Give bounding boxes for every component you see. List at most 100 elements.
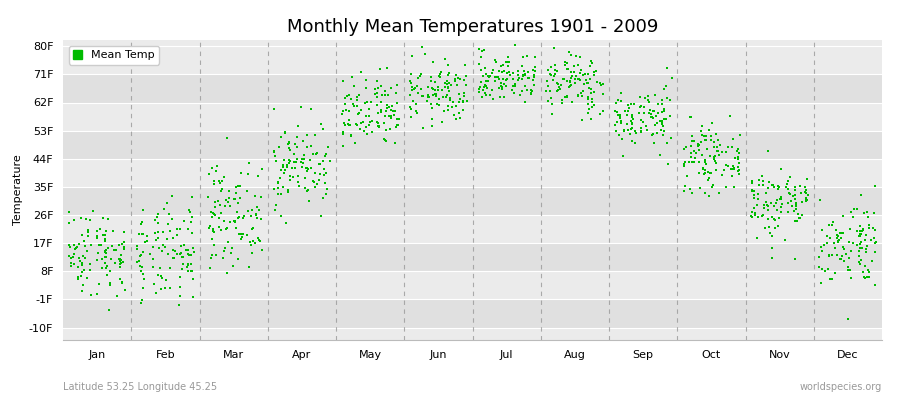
Point xyxy=(733,132,747,138)
Point xyxy=(868,281,882,288)
Point xyxy=(104,256,119,262)
Point xyxy=(518,99,532,106)
Point xyxy=(418,51,432,58)
Point xyxy=(244,213,258,220)
Point xyxy=(788,206,803,212)
Point xyxy=(562,84,576,90)
Point xyxy=(691,142,706,148)
Point xyxy=(846,239,860,246)
Bar xyxy=(63,299,882,328)
Point xyxy=(711,148,725,154)
Point xyxy=(821,266,835,272)
Point xyxy=(176,261,191,267)
Point xyxy=(646,140,661,146)
Point xyxy=(547,71,562,78)
Point xyxy=(356,119,370,126)
Point xyxy=(649,113,663,120)
Point xyxy=(449,116,464,122)
Point xyxy=(706,182,721,188)
Point xyxy=(844,274,859,281)
Point xyxy=(744,187,759,193)
Point xyxy=(657,86,671,92)
Point xyxy=(861,274,876,280)
Point xyxy=(415,44,429,50)
Point xyxy=(634,116,649,123)
Point xyxy=(296,160,310,166)
Point xyxy=(146,264,160,270)
Point xyxy=(638,95,652,101)
Point xyxy=(859,236,873,243)
Point xyxy=(760,207,775,213)
Point xyxy=(303,143,318,150)
Point xyxy=(701,177,716,184)
Point xyxy=(721,163,735,170)
Point xyxy=(135,231,149,237)
Point xyxy=(270,191,284,197)
Point xyxy=(166,235,180,242)
Point xyxy=(860,243,874,250)
Point xyxy=(832,237,846,243)
Point xyxy=(751,214,765,220)
Point xyxy=(859,275,873,281)
Point xyxy=(406,98,420,104)
Point xyxy=(363,118,377,125)
Point xyxy=(435,119,449,126)
Point xyxy=(706,139,721,145)
Point xyxy=(84,242,98,248)
Point xyxy=(853,240,868,247)
Point xyxy=(815,248,830,254)
Point xyxy=(695,123,709,129)
Point xyxy=(240,232,255,238)
Point xyxy=(845,214,859,221)
Bar xyxy=(63,187,882,215)
Point xyxy=(621,102,635,108)
Point xyxy=(621,108,635,115)
Point xyxy=(813,196,827,203)
Point xyxy=(271,179,285,186)
Point xyxy=(166,255,180,262)
Point xyxy=(424,77,438,84)
Bar xyxy=(63,271,882,299)
Point xyxy=(746,188,760,194)
Point xyxy=(82,261,96,267)
Point xyxy=(432,96,446,103)
Point xyxy=(134,300,148,306)
Point xyxy=(392,116,406,122)
Point xyxy=(218,245,232,251)
Point xyxy=(341,121,356,127)
Point xyxy=(318,153,332,159)
Point xyxy=(695,132,709,138)
Point xyxy=(491,76,506,82)
Point xyxy=(273,175,287,181)
Point xyxy=(654,118,669,124)
Point xyxy=(336,108,350,114)
Point xyxy=(377,92,392,98)
Point xyxy=(205,165,220,171)
Point xyxy=(648,92,662,98)
Point xyxy=(814,280,829,286)
Point xyxy=(62,220,77,226)
Point xyxy=(232,214,247,220)
Point xyxy=(834,235,849,242)
Point xyxy=(572,92,586,98)
Point xyxy=(410,74,425,81)
Point xyxy=(202,265,217,271)
Point xyxy=(643,107,657,113)
Point xyxy=(280,164,294,170)
Point xyxy=(274,167,288,173)
Point xyxy=(774,204,788,211)
Point xyxy=(563,78,578,85)
Point xyxy=(589,68,603,74)
Point xyxy=(202,225,216,232)
Point xyxy=(70,274,85,280)
Point xyxy=(75,260,89,266)
Point xyxy=(862,221,877,228)
Point xyxy=(552,84,566,90)
Point xyxy=(146,243,160,250)
Point xyxy=(136,276,150,282)
Point xyxy=(864,236,878,243)
Point xyxy=(765,214,779,220)
Point xyxy=(112,256,127,262)
Point xyxy=(82,217,96,224)
Point xyxy=(719,162,733,168)
